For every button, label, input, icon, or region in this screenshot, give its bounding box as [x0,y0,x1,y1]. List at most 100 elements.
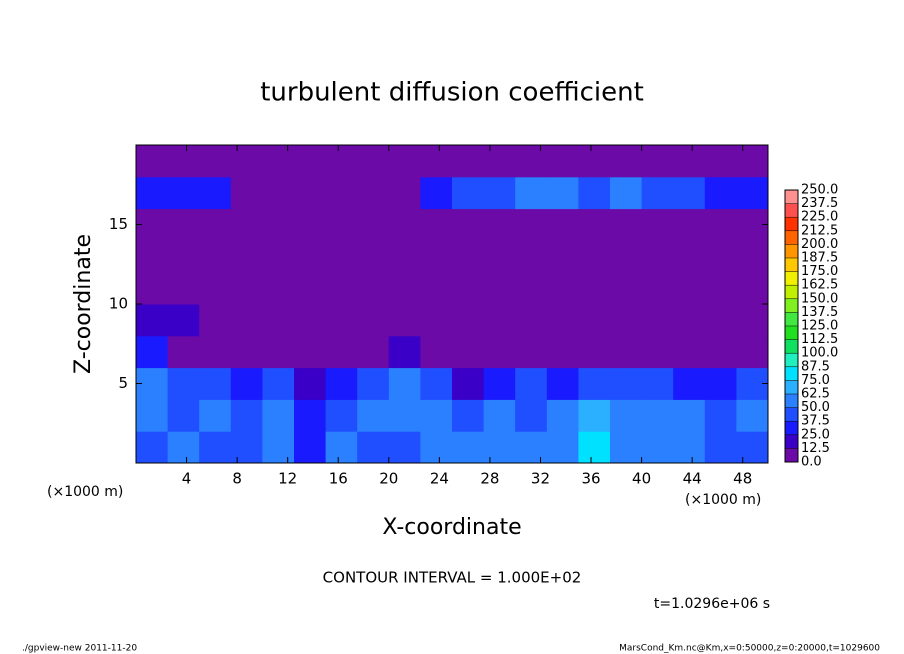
heat-cell [546,335,579,369]
heat-cell [357,240,390,273]
colorbar-swatch [785,380,798,394]
colorbar-label: 237.5 [801,196,838,211]
heat-cell [230,176,263,210]
heat-cell [262,335,295,369]
heat-cell [420,367,453,400]
heat-cell [388,208,421,241]
heat-cell [357,367,390,400]
x-tick-label: 48 [733,470,752,488]
heat-cell [230,208,263,241]
heat-cell [294,208,327,241]
heat-cell [736,304,769,337]
heat-cell [452,431,485,464]
y-tick-label: 15 [109,215,128,233]
heat-cell [673,335,706,369]
heat-cell [546,272,579,305]
heat-cell [199,399,232,432]
x-unit-label: (×1000 m) [685,492,761,508]
heat-cell [199,335,232,369]
heat-cell [515,176,548,210]
heat-cell [641,367,674,400]
heat-cell [673,208,706,241]
heat-cell [546,145,579,178]
heat-cell [483,240,516,273]
heat-cell [199,367,232,400]
colorbar-label: 162.5 [801,278,838,293]
heat-cell [294,145,327,178]
colorbar-label: 175.0 [801,264,838,279]
heat-cell [578,335,611,369]
heat-cell [483,176,516,210]
heat-cell [673,240,706,273]
heat-cell [136,272,169,305]
heat-cell [515,431,548,464]
heat-cell [325,431,358,464]
heat-cell [610,335,643,369]
heat-cell [546,240,579,273]
heat-cell [452,399,485,432]
heat-cell [610,176,643,210]
heat-cell [325,272,358,305]
colorbar-label: 125.0 [801,319,838,334]
heat-cell [641,335,674,369]
heat-cell [357,335,390,369]
heat-cell [673,399,706,432]
x-tick-label: 4 [182,470,192,488]
heat-cell [546,367,579,400]
heat-cell [641,304,674,337]
heat-cell [736,240,769,273]
heat-cell [483,208,516,241]
x-tick-label: 8 [232,470,242,488]
heat-cell [167,431,200,464]
heat-cell [230,399,263,432]
heat-cell [357,208,390,241]
heat-cell [483,399,516,432]
heat-cell [736,272,769,305]
heat-cell [230,240,263,273]
heat-cell [199,272,232,305]
heat-cell [294,304,327,337]
heat-cell [294,367,327,400]
colorbar-label: 25.0 [801,427,830,442]
heat-cell [452,335,485,369]
heat-cell [388,335,421,369]
heat-cell [262,431,295,464]
heat-cell [167,399,200,432]
heat-cell [357,145,390,178]
heat-cell [136,145,169,178]
heat-cell [515,208,548,241]
heat-cell [388,145,421,178]
heat-cell [546,208,579,241]
x-tick-label: 40 [632,470,651,488]
heat-cell [357,304,390,337]
heat-cell [452,176,485,210]
colorbar-label: 212.5 [801,223,838,238]
heat-cell [294,272,327,305]
colorbar-label: 87.5 [801,359,830,374]
heat-cell [483,272,516,305]
x-axis-label: X-coordinate [382,515,521,540]
heat-cell [546,431,579,464]
heat-cell [578,367,611,400]
heat-cell [325,240,358,273]
heat-cell [325,145,358,178]
heat-cell [704,431,737,464]
heat-cell [357,176,390,210]
heat-cell [610,367,643,400]
heat-cell [704,304,737,337]
x-tick-label: 20 [379,470,398,488]
heat-cell [610,399,643,432]
colorbar-swatch [785,407,798,422]
heat-cell [452,208,485,241]
heat-cell [230,304,263,337]
x-tick-label: 28 [480,470,499,488]
heat-cell [452,145,485,178]
heat-cell [610,272,643,305]
chart-title: turbulent diffusion coefficient [260,78,644,108]
heat-cell [578,240,611,273]
heat-cell [388,304,421,337]
x-tick-label: 16 [329,470,348,488]
heat-cell [610,145,643,178]
colorbar-swatch [785,217,798,231]
heat-cell [673,272,706,305]
